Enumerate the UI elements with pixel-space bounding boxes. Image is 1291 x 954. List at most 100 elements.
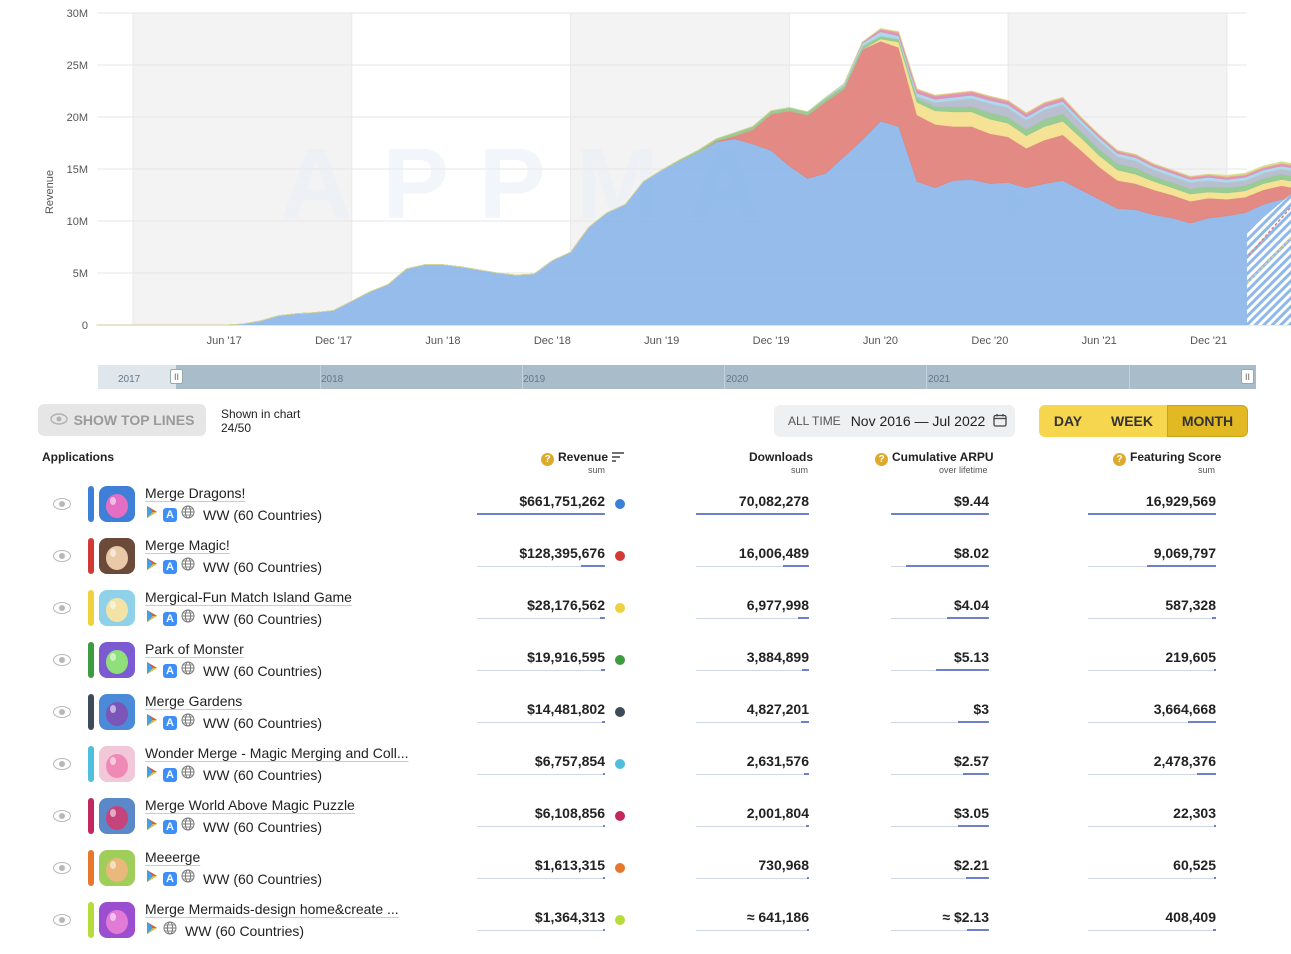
chart-y-axis: 0 5M 10M 15M 20M 25M 30M [67,8,88,332]
period-day-button[interactable]: DAY [1053,413,1083,429]
series-color-bar [88,642,94,678]
x-tick-label: Jun '21 [1082,335,1117,347]
visibility-toggle-eye-icon[interactable] [53,706,71,718]
revenue-bar-track [477,826,605,827]
x-tick-label: Dec '21 [1190,335,1227,347]
date-range-picker[interactable]: ALL TIME Nov 2016 — Jul 2022 [774,405,1015,437]
app-name-link[interactable]: Merge Dragons! [145,485,246,501]
navigator-year: 2020 [726,374,749,385]
navigator-tick [320,365,321,389]
app-name-link[interactable]: Mergical-Fun Match Island Game [145,589,352,605]
visibility-toggle-eye-icon[interactable] [53,498,71,510]
arpu-bar-track [891,930,989,931]
app-icon[interactable] [99,746,135,782]
shown-in-chart-value: 24/50 [221,421,252,435]
app-name-link[interactable]: Meeerge [145,849,201,865]
visibility-toggle-eye-icon[interactable] [53,550,71,562]
chart-area-merge-mermaids-design-home-create- [96,28,1291,326]
visibility-toggle-eye-icon[interactable] [53,602,71,614]
table-row[interactable]: Merge Gardens A WW (60 Countries) $14,481,8… [0,693,1291,746]
visibility-toggle-eye-icon[interactable] [53,914,71,926]
table-row[interactable]: Mergical-Fun Match Island Game A WW (60 Co… [0,589,1291,642]
app-icon[interactable] [99,538,135,574]
arpu-bar-fill [958,721,989,723]
navigator-tick [724,365,725,389]
region-label: WW (60 Countries) [203,766,323,783]
globe-icon [181,557,195,576]
header-revenue[interactable]: ? Revenue [541,450,608,466]
app-icon[interactable] [99,590,135,626]
x-tick-label: Jun '20 [863,335,898,347]
help-icon[interactable]: ? [1113,453,1126,466]
visibility-toggle-eye-icon[interactable] [53,810,71,822]
table-row[interactable]: Merge Dragons! A WW (60 Countries) $661,751… [0,485,1291,538]
app-icon[interactable] [99,694,135,730]
x-tick-label: Jun '19 [644,335,679,347]
arpu-value: $9.44 [953,493,989,509]
app-name-link[interactable]: Wonder Merge - Magic Merging and Coll... [145,745,409,761]
arpu-bar-fill [906,565,989,567]
series-color-bar [88,850,94,886]
chart-forecast-area [1247,193,1291,325]
app-icon[interactable] [99,902,135,938]
shown-in-chart-label: Shown in chart [221,407,301,421]
help-icon[interactable]: ? [541,453,554,466]
downloads-value: 4,827,201 [746,701,809,717]
app-name-link[interactable]: Park of Monster [145,641,244,657]
revenue-bar-fill [602,721,605,723]
navigator-right-handle[interactable]: II [1241,369,1254,384]
table-row[interactable]: Park of Monster A WW (60 Countries) $19,916… [0,641,1291,694]
x-tick-label: Dec '19 [753,335,790,347]
time-navigator[interactable]: 2017 2018 2019 2020 2021 II II [98,365,1256,389]
calendar-icon[interactable] [993,413,1007,430]
table-row[interactable]: Merge World Above Magic Puzzle A WW (60 Co… [0,797,1291,850]
featuring-value: 3,664,668 [1153,701,1216,717]
header-downloads[interactable]: Downloads [749,450,814,464]
navigator-tick [522,365,523,389]
y-tick-label: 5M [73,268,88,280]
store-platforms: A WW (60 Countries) [145,557,322,576]
period-month-button[interactable]: MONTH [1167,405,1248,437]
app-icon[interactable] [99,850,135,886]
table-row[interactable]: Merge Mermaids-design home&create ... WW … [0,901,1291,954]
navigator-tick [1129,365,1130,389]
featuring-bar-track [1088,774,1216,775]
x-tick-label: Dec '18 [534,335,571,347]
revenue-bar-fill [603,825,605,827]
visibility-toggle-eye-icon[interactable] [53,758,71,770]
header-featuring[interactable]: ? Featuring Score [1113,450,1221,466]
table-row[interactable]: Meeerge A WW (60 Countries) $1,613,315 730,9… [0,849,1291,902]
x-tick-label: Jun '18 [425,335,460,347]
period-week-button[interactable]: WEEK [1111,413,1153,429]
series-color-bar [88,486,94,522]
table-row[interactable]: Wonder Merge - Magic Merging and Coll...… [0,745,1291,798]
arpu-bar-fill [891,513,989,515]
revenue-value: $19,916,595 [527,649,605,665]
app-icon[interactable] [99,798,135,834]
app-icon[interactable] [99,486,135,522]
visibility-toggle-eye-icon[interactable] [53,862,71,874]
header-arpu[interactable]: ? Cumulative ARPU [875,450,994,466]
period-toggle[interactable]: DAY WEEK MONTH [1039,405,1248,437]
table-row[interactable]: Merge Magic! A WW (60 Countries) $128,395,6… [0,537,1291,590]
chart-x-axis: Jun '17 Dec '17 Jun '18 Dec '18 Jun '19 Dec '… [207,335,1227,347]
sort-descending-icon[interactable] [612,451,624,465]
app-name-link[interactable]: Merge World Above Magic Puzzle [145,797,355,813]
show-top-lines-button[interactable]: SHOW TOP LINES [38,404,206,436]
app-icon[interactable] [99,642,135,678]
help-icon[interactable]: ? [875,453,888,466]
navigator-year: 2019 [523,374,546,385]
revenue-value: $28,176,562 [527,597,605,613]
header-arpu-sub: over lifetime [939,465,988,475]
downloads-bar-fill [804,773,809,775]
featuring-bar-fill [1212,617,1216,619]
shown-in-chart-info: Shown in chart 24/50 [221,407,300,435]
app-name-link[interactable]: Merge Gardens [145,693,243,709]
app-name-link[interactable]: Merge Magic! [145,537,230,553]
featuring-value: 16,929,569 [1145,493,1216,509]
navigator-left-handle[interactable]: II [170,369,183,384]
store-platforms: WW (60 Countries) [145,921,304,940]
app-name-link[interactable]: Merge Mermaids-design home&create ... [145,901,399,917]
visibility-toggle-eye-icon[interactable] [53,654,71,666]
